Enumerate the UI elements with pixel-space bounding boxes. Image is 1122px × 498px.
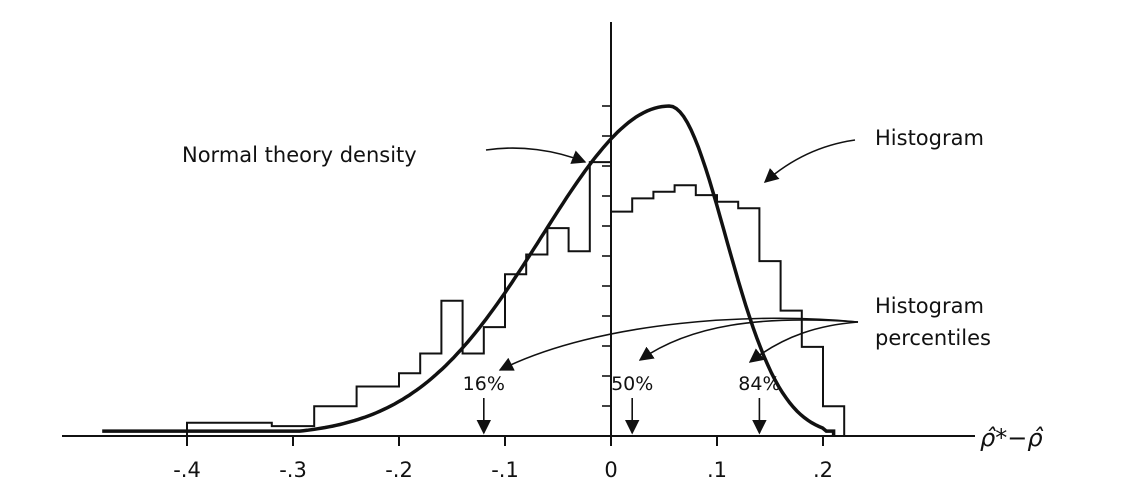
x-tick-label: -.2 (385, 458, 413, 482)
x-axis-label: ρ̂*−ρ̂ (980, 424, 1044, 452)
histogram-bars (186, 161, 846, 436)
x-tick-label: 0 (604, 458, 617, 482)
percentile-label: 50% (611, 373, 653, 395)
percentile-50-arrow (638, 319, 859, 361)
x-tick-label: .1 (707, 458, 727, 482)
x-tick-label: -.1 (491, 458, 519, 482)
histogram-arrow (763, 139, 856, 183)
percentile-16-arrow (498, 317, 859, 371)
percentile-label: 84% (738, 373, 780, 395)
histogram-label: Histogram (875, 126, 984, 150)
normal-theory-density-arrow (485, 147, 587, 164)
x-tick-label: -.3 (279, 458, 307, 482)
x-tick-label: .2 (813, 458, 833, 482)
x-tick-label: -.4 (173, 458, 201, 482)
axes (62, 22, 975, 446)
histogram-outline (186, 161, 846, 436)
percentile-label: 16% (463, 373, 505, 395)
histogram-percentiles-label-line2: percentiles (875, 326, 991, 350)
percentile-labels: 16% 50% 84% (463, 373, 781, 435)
normal-theory-density-label: Normal theory density (182, 143, 417, 167)
normal-theory-density-curve (102, 104, 836, 436)
normal-curve-group (102, 104, 836, 436)
histogram-percentiles-label-line1: Histogram (875, 294, 984, 318)
percentile-84-arrow (748, 321, 859, 363)
annotation-arrows (485, 139, 859, 371)
x-tick-labels: -.4 -.3 -.2 -.1 0 .1 .2 (173, 458, 833, 482)
